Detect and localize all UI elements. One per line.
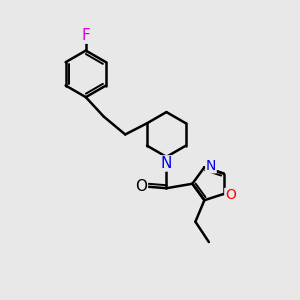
Text: F: F [81, 28, 90, 43]
Text: N: N [206, 159, 216, 173]
Text: N: N [161, 156, 172, 171]
Text: O: O [135, 179, 147, 194]
Text: O: O [225, 188, 236, 203]
